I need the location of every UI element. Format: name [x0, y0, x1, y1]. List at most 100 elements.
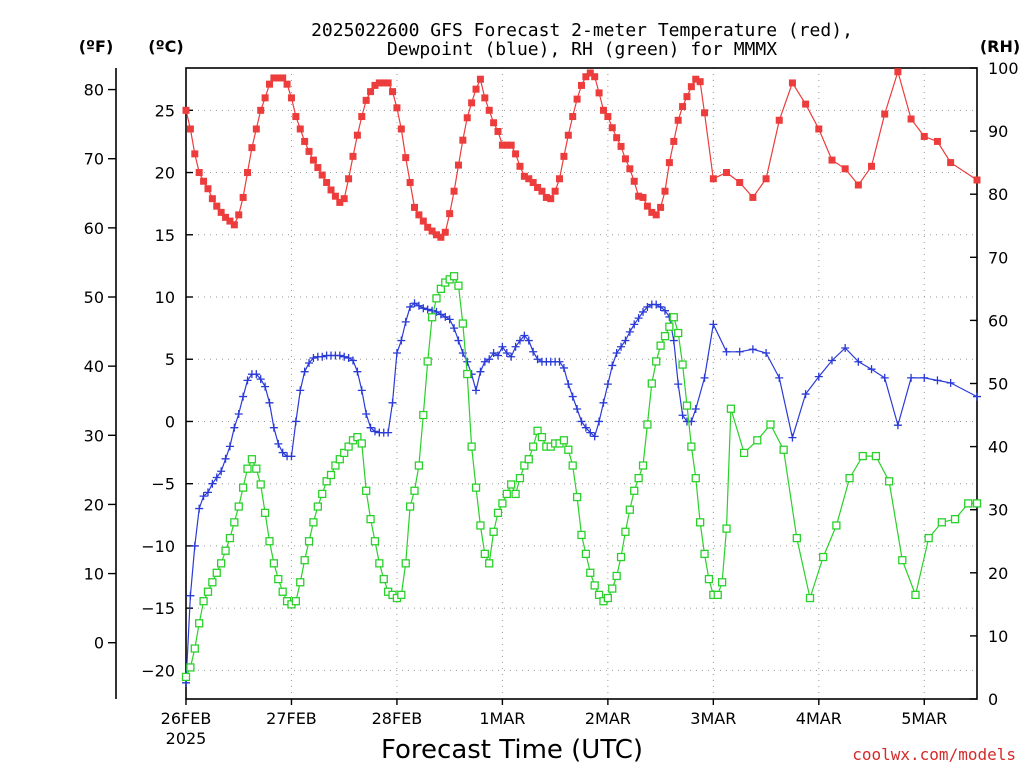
- rh-unit-label: (RH): [980, 37, 1020, 56]
- rh-point: [190, 644, 199, 653]
- fahrenheit-tick-labels: 0 10 20 30 40 50 60 70 80: [84, 81, 104, 653]
- dewpoint-point: [973, 392, 981, 401]
- rh-point: [436, 284, 446, 294]
- rh-point: [463, 369, 472, 379]
- credit-label: coolwx.com/models: [852, 745, 1016, 764]
- dewpoint-point: [300, 367, 309, 376]
- celsius-tick-label: −5: [151, 475, 175, 494]
- rh-point: [608, 584, 617, 593]
- temperature-point: [652, 211, 660, 219]
- temperature-point: [226, 217, 234, 225]
- temperature-point: [481, 94, 489, 102]
- rh-tick-label: 40: [988, 438, 1008, 457]
- temperature-point: [450, 187, 458, 195]
- temperature-point: [244, 169, 252, 177]
- temperature-point: [274, 74, 282, 82]
- dewpoint-point: [366, 423, 375, 432]
- rh-point: [489, 527, 498, 536]
- rh-point: [291, 597, 301, 606]
- temperature-point: [582, 73, 590, 81]
- dewpoint-point: [854, 357, 863, 366]
- rh-point: [696, 518, 705, 527]
- dewpoint-point: [669, 336, 678, 345]
- dewpoint-point: [524, 336, 533, 345]
- dewpoint-point: [208, 479, 217, 488]
- rh-point: [586, 568, 595, 577]
- dewpoint-point: [436, 310, 445, 319]
- dewpoint-point: [423, 305, 432, 314]
- rh-point: [713, 590, 722, 600]
- temperature-point: [538, 187, 546, 195]
- dewpoint-point: [450, 324, 459, 333]
- temperature-point: [252, 125, 260, 133]
- rh-point: [559, 436, 569, 445]
- temperature-point: [613, 134, 621, 142]
- dewpoint-point: [397, 336, 406, 345]
- dewpoint-point: [309, 353, 318, 362]
- dewpoint-point: [639, 307, 648, 316]
- dewpoint-point: [625, 327, 634, 336]
- rh-point: [845, 473, 854, 483]
- rh-point: [326, 470, 336, 480]
- rh-point: [454, 281, 463, 290]
- dewpoint-point: [489, 349, 498, 358]
- temperature-point: [621, 155, 629, 163]
- temperature-point: [573, 95, 581, 103]
- rh-point: [537, 432, 547, 442]
- rh-point: [375, 559, 384, 568]
- temperature-point: [696, 78, 704, 86]
- temperature-point: [441, 228, 449, 236]
- dewpoint-point: [617, 342, 626, 351]
- rh-point: [924, 533, 933, 543]
- temperature-point: [358, 113, 366, 121]
- dewpoint-point: [318, 352, 327, 361]
- temperature-point: [665, 159, 673, 167]
- rh-point: [577, 530, 586, 540]
- dewpoint-point: [555, 357, 564, 366]
- temperature-point: [380, 79, 388, 87]
- temperature-point: [674, 116, 682, 124]
- dewpoint-point: [709, 320, 718, 329]
- temperature-point: [309, 156, 317, 164]
- rh-point: [366, 515, 375, 524]
- temperature-point: [512, 150, 520, 158]
- temperature-point: [604, 113, 612, 121]
- rh-tick-label: 30: [988, 501, 1008, 520]
- rh-point: [221, 546, 230, 555]
- dewpoint-point: [520, 331, 529, 340]
- dewpoint-point: [494, 351, 503, 360]
- rh-point: [410, 486, 419, 495]
- rh-point: [449, 272, 459, 281]
- dewpoint-point: [827, 356, 836, 365]
- dewpoint-point: [195, 504, 204, 513]
- temperature-point: [701, 109, 709, 117]
- rh-point: [832, 521, 841, 530]
- rh-point: [203, 587, 213, 596]
- rh-point: [225, 533, 235, 543]
- series-group: [181, 68, 982, 687]
- rh-point: [572, 492, 582, 502]
- temperature-series: [182, 68, 981, 241]
- temperature-point: [340, 195, 348, 203]
- dewpoint-point: [946, 378, 955, 387]
- dewpoint-point: [735, 347, 744, 356]
- dewpoint-point: [463, 357, 472, 366]
- dewpoint-point: [203, 488, 212, 497]
- temperature-point: [217, 208, 225, 216]
- temperature-point: [854, 181, 862, 189]
- dewpoint-point: [660, 306, 669, 315]
- dewpoint-point: [225, 442, 234, 451]
- rh-point: [603, 593, 613, 603]
- dewpoint-point: [700, 373, 709, 382]
- chart-title-line-2: Dewpoint (blue), RH (green) for MMMX: [387, 39, 777, 60]
- celsius-tick-label: −15: [141, 599, 175, 618]
- rh-point: [379, 574, 388, 584]
- rh-point: [353, 432, 362, 442]
- rh-point: [252, 464, 261, 473]
- dewpoint-point: [573, 405, 582, 414]
- temperature-point: [279, 74, 287, 82]
- temperature-point: [503, 141, 511, 149]
- temperature-point: [323, 179, 331, 187]
- celsius-tick-label: 0: [165, 412, 175, 431]
